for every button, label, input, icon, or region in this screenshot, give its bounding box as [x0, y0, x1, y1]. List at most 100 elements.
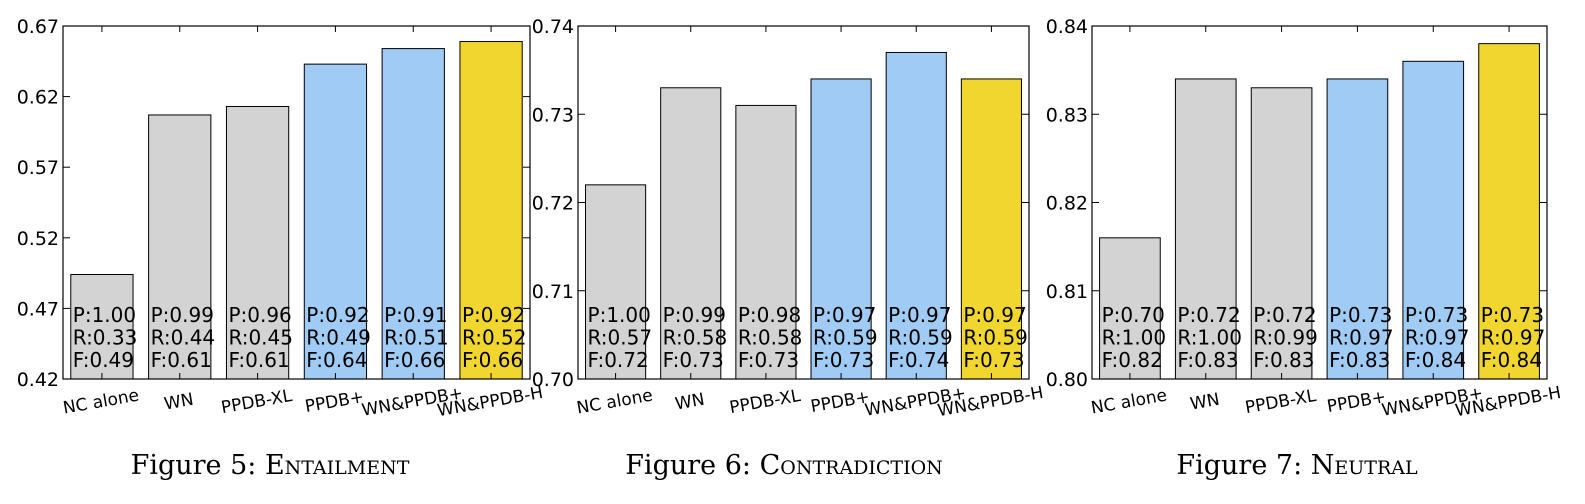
y-tick-2-1: 0.70: [532, 369, 574, 391]
bar-label-2-1-1: P:1.00: [588, 303, 651, 327]
bar-label-3-1-2: R:1.00: [1102, 326, 1167, 350]
x-tick-1-3: PPDB-XL: [220, 386, 295, 418]
bar-3-1: [1099, 237, 1161, 380]
y-tick-1-2: 0.47: [17, 298, 59, 320]
y-tick-2-2: 0.71: [532, 281, 574, 303]
bar-3-2: [1174, 78, 1237, 380]
bar-label-2-6-3: F:0.73: [963, 348, 1024, 372]
bar-label-2-4-2: R:0.59: [813, 326, 878, 350]
bar-label-3-3-2: R:0.99: [1253, 326, 1318, 350]
y-tick-1-6: 0.67: [17, 16, 59, 38]
bar-label-3-3-3: F:0.83: [1253, 348, 1314, 372]
x-tick-2-1: NC alone: [575, 386, 654, 419]
bar-2-6: [960, 78, 1022, 380]
bar-label-1-2-2: R:0.44: [151, 326, 216, 350]
bar-label-1-6-1: P:0.92: [462, 303, 525, 327]
bar-label-3-5-1: P:0.73: [1405, 303, 1468, 327]
bar-2-5: [885, 51, 947, 380]
bar-label-2-2-1: P:0.99: [663, 303, 726, 327]
bar-1-4: [303, 63, 368, 380]
bar-label-1-3-1: P:0.96: [228, 303, 291, 327]
y-tick-2-5: 0.74: [532, 16, 574, 38]
axes-frame-1: [62, 25, 531, 380]
bar-label-1-1-2: R:0.33: [73, 326, 138, 350]
x-tick-3-3: PPDB-XL: [1244, 386, 1319, 418]
bar-2-1: [585, 184, 647, 380]
bar-label-1-2-1: P:0.99: [151, 303, 214, 327]
bar-3-4: [1326, 78, 1389, 380]
bar-label-2-3-3: F:0.73: [738, 348, 799, 372]
bar-1-1: [70, 274, 134, 380]
bar-label-3-4-1: P:0.73: [1329, 303, 1392, 327]
bar-label-2-2-2: R:0.58: [663, 326, 728, 350]
bar-2-2: [660, 87, 722, 380]
bar-3-5: [1402, 60, 1465, 380]
bar-label-3-5-3: F:0.84: [1405, 348, 1466, 372]
bar-label-1-6-2: R:0.52: [462, 326, 527, 350]
bar-1-2: [148, 114, 212, 380]
bar-label-3-6-3: F:0.84: [1481, 348, 1542, 372]
y-tick-3-1: 0.80: [1046, 369, 1088, 391]
bar-3-3: [1250, 87, 1313, 380]
y-tick-2-3: 0.72: [532, 193, 574, 215]
x-tick-1-1: NC alone: [62, 386, 141, 419]
bar-1-3: [225, 105, 290, 380]
bar-label-2-5-2: R:0.59: [888, 326, 953, 350]
x-tick-3-1: NC alone: [1090, 386, 1169, 419]
caption-figure-6: Figure 6: Contradiction: [524, 450, 1044, 481]
bar-label-3-6-2: R:0.97: [1481, 326, 1546, 350]
bar-label-3-4-3: F:0.83: [1329, 348, 1390, 372]
y-tick-1-4: 0.57: [17, 157, 59, 179]
y-tick-1-5: 0.62: [17, 87, 59, 109]
bar-label-3-6-1: P:0.73: [1481, 303, 1544, 327]
bar-1-5: [381, 48, 445, 380]
bar-label-1-4-1: P:0.92: [306, 303, 369, 327]
bar-label-3-5-2: R:0.97: [1405, 326, 1470, 350]
bar-label-3-1-1: P:0.70: [1102, 303, 1165, 327]
bar-label-1-5-2: R:0.51: [384, 326, 449, 350]
bar-label-1-3-3: F:0.61: [228, 348, 289, 372]
y-tick-3-4: 0.83: [1046, 104, 1088, 126]
y-tick-1-3: 0.52: [17, 228, 59, 250]
bar-label-3-4-2: R:0.97: [1329, 326, 1394, 350]
bar-label-1-5-1: P:0.91: [384, 303, 447, 327]
bar-label-1-4-3: F:0.64: [306, 348, 367, 372]
bar-label-3-3-1: P:0.72: [1253, 303, 1316, 327]
x-tick-1-4: PPDB+: [304, 387, 366, 417]
bar-label-3-2-1: P:0.72: [1177, 303, 1240, 327]
x-tick-2-4: PPDB+: [809, 387, 871, 417]
x-tick-3-4: PPDB+: [1326, 387, 1388, 417]
bar-label-2-3-2: R:0.58: [738, 326, 803, 350]
caption-figure-7-name: Neutral: [1310, 450, 1418, 481]
bar-label-2-6-1: P:0.97: [963, 303, 1026, 327]
bar-label-1-1-3: F:0.49: [73, 348, 134, 372]
caption-figure-5-name: Entailment: [264, 450, 410, 481]
bar-label-1-1-1: P:1.00: [73, 303, 136, 327]
y-tick-3-5: 0.84: [1046, 16, 1088, 38]
x-tick-3-2: WN: [1189, 390, 1222, 415]
caption-figure-6-name: Contradiction: [759, 450, 943, 481]
bar-3-6: [1478, 43, 1540, 380]
caption-figure-5-prefix: Figure 5:: [130, 450, 265, 481]
bar-label-2-5-3: F:0.74: [888, 348, 949, 372]
x-tick-2-2: WN: [674, 390, 707, 415]
y-tick-3-2: 0.81: [1046, 281, 1088, 303]
bar-label-1-3-2: R:0.45: [228, 326, 293, 350]
bar-label-3-2-3: F:0.83: [1177, 348, 1238, 372]
x-tick-2-3: PPDB-XL: [728, 386, 803, 418]
bar-label-3-2-2: R:1.00: [1177, 326, 1242, 350]
bar-label-1-4-2: R:0.49: [306, 326, 371, 350]
caption-figure-5: Figure 5: Entailment: [10, 450, 530, 481]
caption-figure-6-prefix: Figure 6:: [625, 450, 760, 481]
y-tick-3-3: 0.82: [1046, 193, 1088, 215]
bar-label-3-1-3: F:0.82: [1102, 348, 1163, 372]
bar-label-2-5-1: P:0.97: [888, 303, 951, 327]
bar-label-2-1-2: R:0.57: [588, 326, 653, 350]
bar-label-2-4-1: P:0.97: [813, 303, 876, 327]
bar-label-1-2-3: F:0.61: [151, 348, 212, 372]
bar-label-2-2-3: F:0.73: [663, 348, 724, 372]
